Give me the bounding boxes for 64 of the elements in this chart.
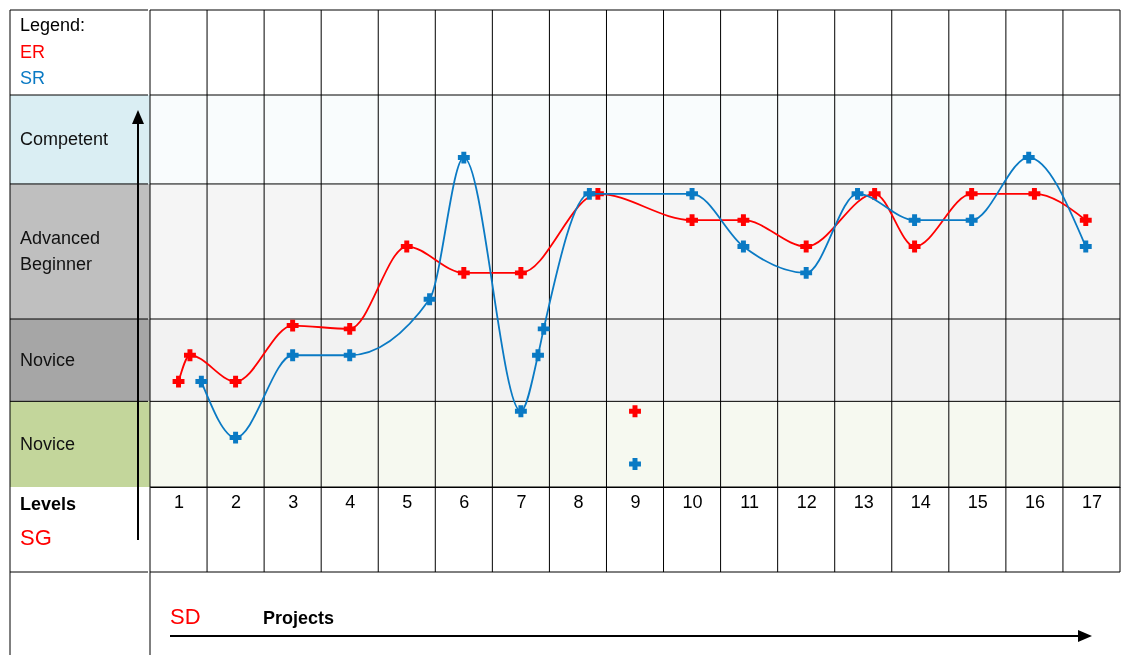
x-tick-label: 7	[516, 491, 527, 512]
x-tick-label: 11	[740, 491, 759, 512]
point	[184, 349, 196, 362]
point	[1022, 151, 1035, 164]
point	[965, 187, 978, 200]
point	[229, 375, 242, 388]
text: ER	[20, 42, 46, 62]
point	[908, 214, 921, 227]
x-tick-label: 8	[573, 491, 584, 512]
text: SR	[20, 68, 46, 88]
point	[737, 240, 750, 253]
point	[172, 375, 185, 388]
x-tick-label: 2	[231, 491, 242, 512]
point	[457, 266, 470, 279]
point	[514, 405, 527, 418]
x-tick-label: 13	[853, 491, 874, 512]
point	[343, 349, 356, 362]
point	[1028, 187, 1041, 200]
band-label: Competent	[20, 129, 109, 150]
point	[851, 187, 864, 200]
x-tick-label: 15	[967, 491, 988, 512]
point	[457, 151, 470, 164]
x-tick-label: 10	[682, 491, 703, 512]
point	[1079, 240, 1092, 253]
x-tick-label: 14	[910, 491, 931, 512]
x-tick-label: 4	[345, 491, 356, 512]
point	[686, 187, 698, 200]
point	[286, 319, 299, 332]
x-tick-label: 12	[796, 491, 817, 512]
point	[908, 240, 921, 253]
band-label: Novice	[20, 350, 76, 371]
point	[629, 405, 641, 418]
point	[229, 431, 242, 444]
point	[737, 214, 750, 227]
x-tick-label: 3	[288, 491, 299, 512]
band-label: Novice	[20, 434, 76, 455]
point	[868, 187, 881, 200]
x-tick-label: 1	[174, 491, 185, 512]
point	[1079, 214, 1092, 227]
point	[629, 458, 641, 470]
x-tick-label: 16	[1024, 491, 1045, 512]
legend-title: Legend:	[20, 15, 86, 35]
point	[286, 349, 299, 362]
x-tick-label: 9	[630, 491, 641, 512]
text: SG	[20, 525, 52, 550]
y-axis-title: Levels	[20, 494, 77, 514]
text: Projects	[263, 608, 335, 628]
band-label: Advanced Beginner	[20, 228, 101, 275]
point	[532, 349, 544, 362]
point	[195, 375, 208, 388]
point	[800, 266, 813, 279]
point	[686, 214, 698, 227]
point	[537, 322, 550, 335]
point	[583, 187, 596, 200]
x-tick-label: 17	[1081, 491, 1102, 512]
point	[423, 293, 436, 306]
text: SD	[170, 604, 201, 629]
point	[965, 214, 978, 227]
point	[400, 240, 413, 253]
x-tick-label: 5	[402, 491, 413, 512]
x-tick-label: 6	[459, 491, 470, 512]
point	[800, 240, 813, 253]
point	[343, 322, 356, 335]
point	[514, 266, 527, 279]
